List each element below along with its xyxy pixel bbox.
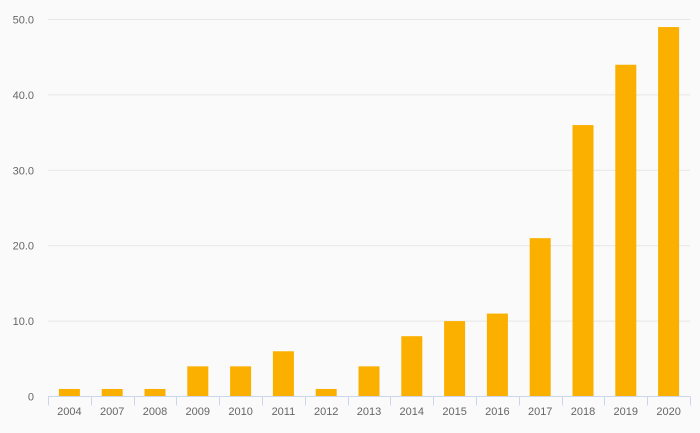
bar-2009 bbox=[187, 366, 209, 397]
x-tick-label: 2011 bbox=[272, 406, 296, 418]
y-tick-label: 50.0 bbox=[13, 15, 34, 27]
x-tick-label: 2014 bbox=[400, 406, 424, 418]
bar-2007 bbox=[101, 388, 123, 397]
x-tick-label: 2012 bbox=[314, 406, 338, 418]
bar-2012 bbox=[315, 388, 337, 397]
bar-2016 bbox=[486, 313, 508, 397]
y-tick-label: 20.0 bbox=[13, 241, 34, 253]
x-tick-label: 2013 bbox=[357, 406, 381, 418]
y-tick-label: 40.0 bbox=[13, 90, 34, 102]
bar-2004 bbox=[58, 388, 80, 397]
x-tick-label: 2009 bbox=[186, 406, 210, 418]
x-tick-label: 2020 bbox=[656, 406, 680, 418]
bar-2014 bbox=[401, 336, 423, 397]
bar-2018 bbox=[572, 125, 594, 397]
bar-2015 bbox=[444, 321, 466, 397]
bar-2017 bbox=[529, 238, 551, 397]
x-tick-label: 2019 bbox=[614, 406, 638, 418]
y-tick-label: 0 bbox=[28, 392, 34, 404]
bar-2020 bbox=[658, 27, 680, 397]
bar-2019 bbox=[615, 64, 637, 397]
x-tick-label: 2004 bbox=[57, 406, 81, 418]
x-tick-label: 2007 bbox=[100, 406, 124, 418]
x-tick-label: 2016 bbox=[485, 406, 509, 418]
x-tick-label: 2018 bbox=[571, 406, 595, 418]
bar-2008 bbox=[144, 388, 166, 397]
x-tick-label: 2010 bbox=[228, 406, 252, 418]
x-tick-label: 2015 bbox=[442, 406, 466, 418]
x-tick-label: 2008 bbox=[143, 406, 167, 418]
x-tick-label: 2017 bbox=[528, 406, 552, 418]
y-tick-label: 10.0 bbox=[13, 316, 34, 328]
y-tick-label: 30.0 bbox=[13, 165, 34, 177]
bar-2013 bbox=[358, 366, 380, 397]
bar-2011 bbox=[272, 351, 294, 397]
bar-2010 bbox=[230, 366, 252, 397]
